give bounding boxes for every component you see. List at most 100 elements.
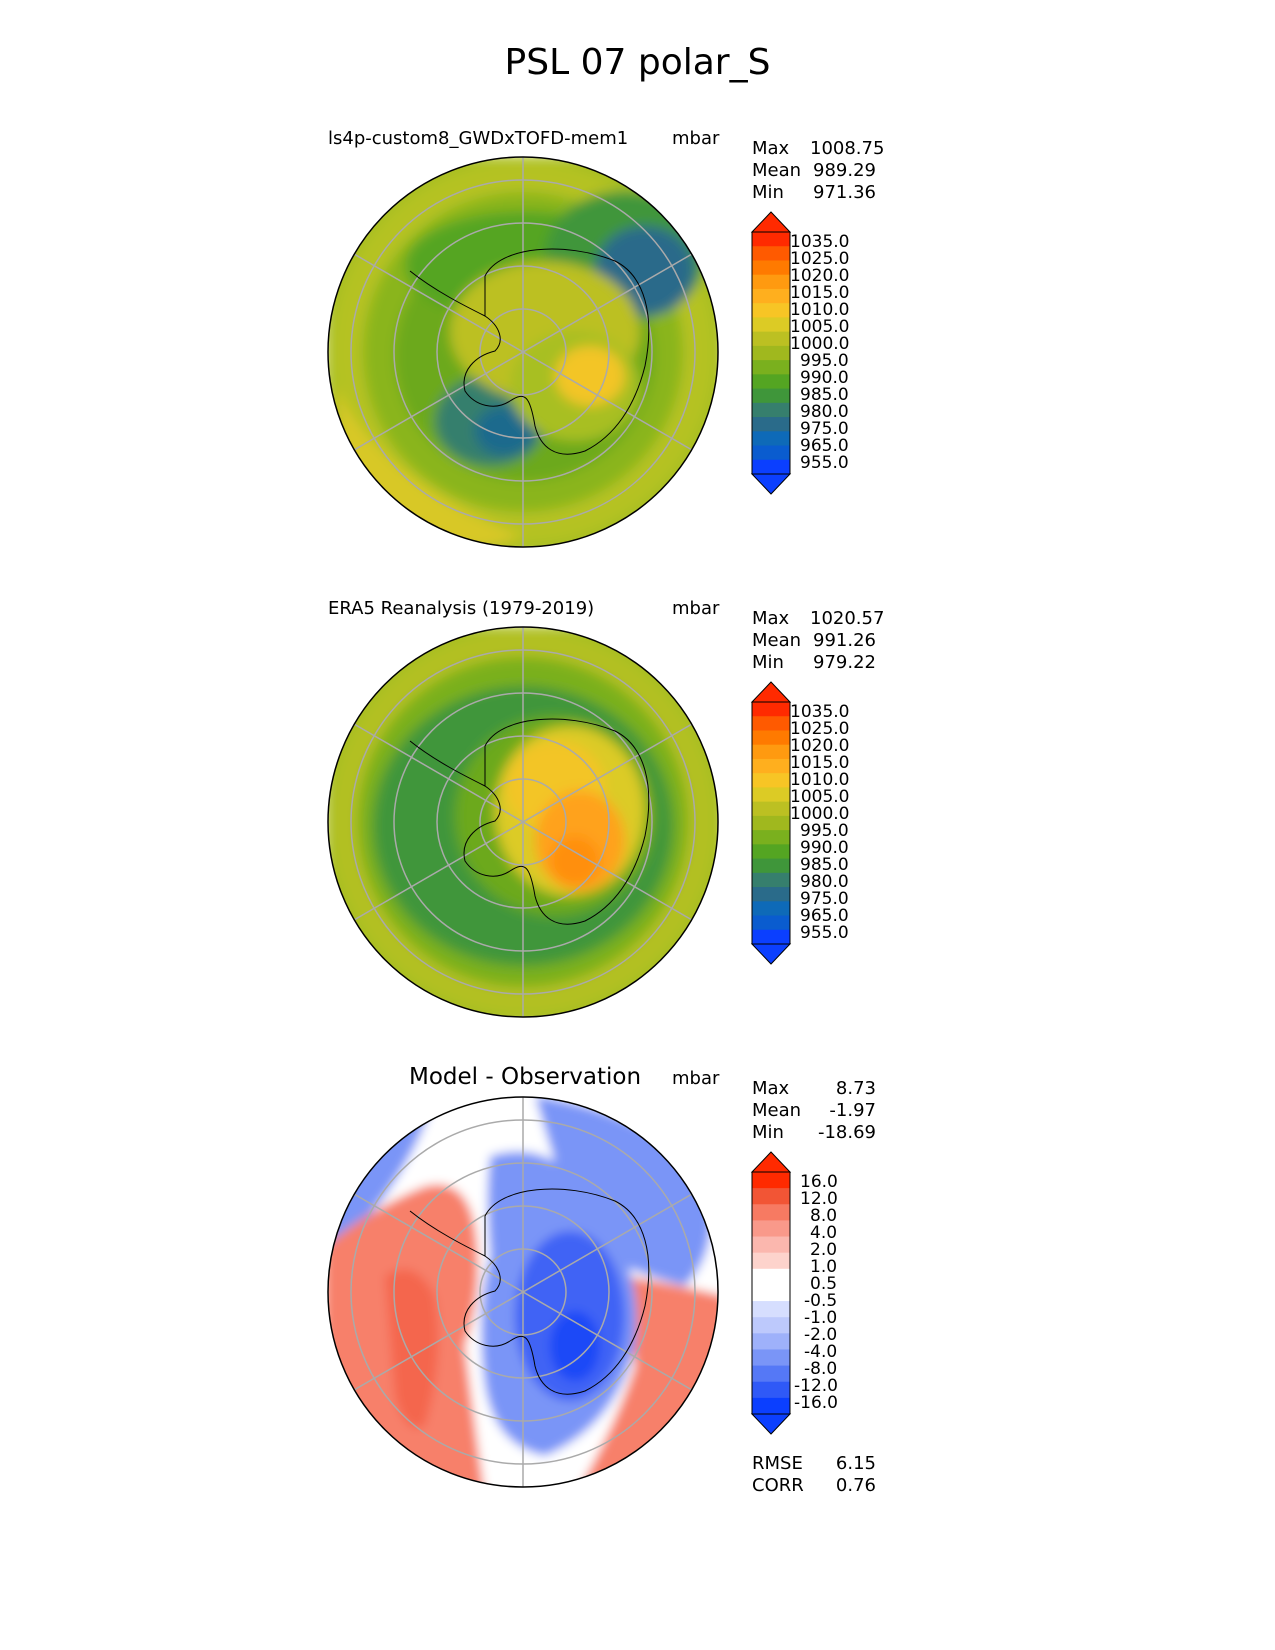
panel-1-stats: Max 1008.75 Mean 989.29 Min 971.36 [752,138,885,204]
panel-1-coastline [463,248,650,455]
panel-3-graticule [350,1097,696,1487]
panel-3-cb-extend-lower [750,1413,792,1435]
panel-1-cb-band [752,274,790,290]
panel-1-cb-tick: 1005.0 [790,317,850,337]
panel-1-cb-tick: 985.0 [800,385,849,405]
panel-2-cb-tick: 955.0 [800,923,849,943]
panel-3-cb-band [752,1301,790,1318]
panel-2-coastline [463,718,650,925]
panel-3-map [327,1096,719,1488]
panel-3-cb-tick: 12.0 [800,1189,838,1209]
panel-3-cb-tick: 1.0 [810,1257,838,1277]
panel-2-cb-tick: 990.0 [800,838,849,858]
panel-3-extra-stats: RMSE 6.15 CORR 0.76 [752,1453,876,1497]
panel-2-colorbar [750,681,792,965]
panel-3-stat-corr: CORR 0.76 [752,1475,876,1496]
panel-1-cb-band [752,260,790,276]
panel-1-map-border [327,156,719,548]
panel-2-cb-tick: 1010.0 [790,770,850,790]
panel-2-cb-tick: 965.0 [800,906,849,926]
panel-1-cb-tick: 1020.0 [790,266,850,286]
panel-2-cb-frame [751,701,791,945]
panel-2-cb-tick: 975.0 [800,889,849,909]
panel-2-graticule [350,627,696,1017]
panel-1-cb-band [752,431,790,447]
panel-2-cb-band [752,929,790,945]
panel-1-cb-tick: 975.0 [800,419,849,439]
panel-2-cb-tick: 1035.0 [790,702,850,722]
panel-1-cb-band [752,331,790,347]
panel-2-cb-tick: 980.0 [800,872,849,892]
panel-2-cb-extend-lower [750,943,792,965]
panel-1-cb-band [752,303,790,318]
panel-1-cb-band [752,402,790,418]
panel-1-cb-extend-lower [750,473,792,495]
panel-3-cb-band [752,1397,790,1415]
panel-1-cb-band [752,232,790,247]
panel-3-cb-band [752,1268,790,1286]
panel-3-cb-band [752,1204,790,1221]
panel-1-cb-tick: 1035.0 [790,232,850,252]
panel-3-cb-band [752,1220,790,1238]
panel-1-field-high-core [555,346,625,406]
panel-3-cb-band [752,1252,790,1270]
panel-3-coastline [463,1188,650,1395]
panel-3-map-border [327,1096,719,1488]
panel-2-cb-tick: 1015.0 [790,753,850,773]
panel-3-cb-tick: 8.0 [810,1206,838,1226]
panel-1-field-core-s [475,406,535,456]
panel-1-cb-band [752,288,790,304]
panel-2-peninsula [409,740,486,787]
panel-2-cb-band [752,872,790,888]
panel-3-cb-tick: -0.5 [804,1291,838,1311]
panel-3-cb-band [752,1172,790,1189]
panel-1-cb-tick: 965.0 [800,436,849,456]
panel-2-cb-band [752,887,790,902]
panel-2-cb-tick: 985.0 [800,855,849,875]
panel-3-cb-tick: -16.0 [794,1393,838,1413]
panel-2-cb-tick: 995.0 [800,821,849,841]
panel-2-map [327,626,719,1018]
panel-1-cb-band [752,246,790,261]
panel-2-cb-band [752,830,790,845]
panel-1-cb-band [752,317,790,333]
panel-1-units: mbar [672,128,720,149]
panel-2-cb-band [752,744,790,760]
panel-3-cb-frame [751,1171,791,1415]
panel-1-title: ls4p-custom8_GWDxTOFD-mem1 [328,128,629,149]
panel-2-cb-band [752,730,790,746]
panel-3-cb-band [752,1349,790,1367]
panel-3-cb-band [752,1236,790,1254]
panel-1-cb-band [752,388,790,404]
panel-1-colorbar [750,211,792,495]
panel-1-map [327,156,719,548]
panel-1-stat-max: Max 1008.75 [752,138,885,159]
panel-2-cb-tick: 1020.0 [790,736,850,756]
panel-2-cb-tick: 1025.0 [790,719,850,739]
panel-3-peninsula [409,1210,486,1257]
panel-1-cb-tick: 1015.0 [790,283,850,303]
panel-2-units: mbar [672,598,720,619]
panel-1-cb-extend-upper [750,211,792,233]
panel-1-cb-tick: 980.0 [800,402,849,422]
panel-3-field-neg-core [550,1311,600,1381]
panel-1-graticule [350,157,696,547]
panel-3-cb-tick: -4.0 [804,1342,838,1362]
panel-2-cb-band [752,716,790,731]
panel-3-cb-extend-upper [750,1151,792,1173]
panel-1-cb-frame [751,231,791,475]
panel-2-cb-band [752,901,790,917]
panel-2-cb-tick: 1000.0 [790,804,850,824]
panel-3-cb-tick: 16.0 [800,1172,838,1192]
panel-3-colorbar [750,1151,792,1435]
panel-1-cb-tick: 1025.0 [790,249,850,269]
panel-1-cb-band [752,345,790,361]
panel-2-stats: Max 1020.57 Mean 991.26 Min 979.22 [752,608,884,674]
panel-3-cb-tick: 2.0 [810,1240,838,1260]
panel-3-cb-band [752,1333,790,1350]
panel-1-cb-band [752,459,790,475]
panel-1-cb-tick: 955.0 [800,453,849,473]
panel-3-cb-tick: -8.0 [804,1359,838,1379]
panel-2-cb-band [752,844,790,860]
panel-3-title: Model - Observation [409,1064,642,1090]
